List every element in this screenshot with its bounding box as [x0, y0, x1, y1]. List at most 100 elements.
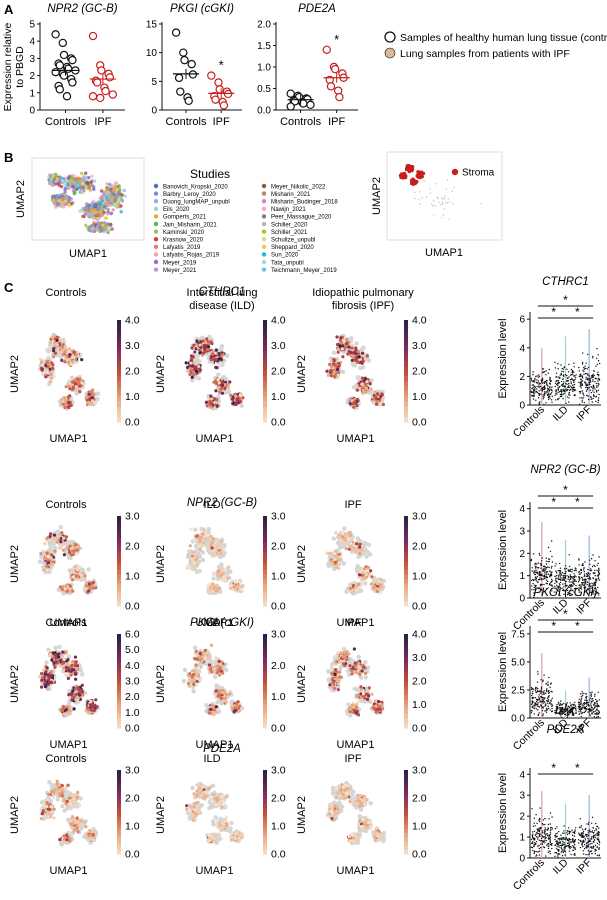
umap-expr-cell	[333, 549, 337, 553]
study-swatch	[261, 221, 267, 227]
umap-expr-cell	[221, 543, 225, 548]
data-point	[187, 59, 196, 69]
umap-expr-cell	[333, 560, 338, 564]
colorbar-segment	[117, 345, 121, 352]
umap-expr-cell	[60, 531, 64, 535]
colorbar-tick-label: 1.0	[412, 391, 427, 403]
background-cell	[432, 205, 434, 207]
studies-title: Studies	[190, 167, 230, 181]
umap-expr-cell	[40, 685, 44, 689]
umap-cell	[63, 190, 67, 194]
colorbar-segment	[263, 386, 267, 392]
study-label: Nawijn_2021	[271, 207, 306, 213]
umap-expr-cell	[336, 347, 340, 351]
umap-expr-cell	[194, 365, 198, 369]
umap-expr-cell	[217, 385, 221, 389]
umap-expr-cell	[52, 355, 56, 359]
umap-expr-cell	[47, 364, 51, 368]
colorbar-segment	[404, 330, 408, 336]
umap-expr-cell	[58, 343, 62, 347]
umap-cell	[74, 177, 78, 182]
umap-expr-cell	[329, 551, 333, 556]
colorbar-tick-label: 0.0	[271, 601, 286, 613]
colorbar-tick-label: 3.0	[412, 511, 427, 523]
umap-expr-cell	[198, 369, 202, 373]
study-label: Gomperts_2021	[163, 215, 207, 221]
umap-cell	[99, 211, 103, 215]
umap-expr-cell	[192, 556, 196, 560]
umap-expr-cell	[88, 397, 92, 401]
colorbar-segment	[263, 592, 267, 598]
study-swatch	[261, 267, 267, 272]
umap-expr-cell	[335, 358, 339, 362]
umap-cell	[90, 174, 94, 179]
legend-a: Samples of healthy human lung tissue (co…	[384, 31, 607, 60]
umap-bg-cell	[219, 562, 224, 567]
y-axis-label-line1: Expression relative	[2, 22, 14, 111]
umap-expr-cell	[55, 338, 59, 342]
colorbar-segment	[117, 520, 121, 526]
umap-expr-cell	[87, 392, 91, 396]
umap-expr-cell	[62, 553, 66, 557]
colorbar-segment	[117, 592, 121, 598]
umap-expr-cell	[214, 348, 218, 352]
umap-expr-cell	[220, 573, 224, 577]
background-cell	[441, 201, 444, 204]
data-point	[322, 45, 331, 55]
umap-expr-cell	[70, 589, 75, 593]
umap-expr-cell	[340, 344, 345, 348]
background-cell	[441, 203, 444, 205]
umap-expr-cell	[72, 350, 76, 354]
colorbar-segment	[263, 552, 267, 557]
study-swatch	[261, 259, 267, 265]
colorbar-segment	[263, 529, 267, 535]
umap-expr-cell	[90, 399, 95, 403]
umap-expr-cell	[80, 358, 84, 362]
umap-y-label: UMAP2	[9, 355, 21, 393]
umap-cell	[82, 175, 86, 179]
umap-expr-cell	[332, 358, 336, 362]
colorbar-segment	[404, 525, 408, 530]
umap-bg-cell	[351, 362, 356, 368]
umap-cell	[54, 173, 58, 177]
umap-expr-cell	[191, 552, 195, 556]
umap-expr-cell	[63, 406, 67, 410]
umap-expr-cell	[78, 377, 82, 381]
data-point	[306, 100, 315, 110]
umap-expr-cell	[207, 341, 211, 345]
stroma-cell	[410, 181, 415, 185]
umap-expr-cell	[334, 565, 338, 570]
umap-cell	[56, 203, 60, 207]
umap-cell	[95, 212, 99, 216]
background-cell	[443, 195, 446, 197]
umap-expr-cell	[209, 534, 213, 538]
umap-expr-cell	[214, 544, 218, 549]
umap-expr-cell	[48, 367, 52, 371]
umap-expr-cell	[53, 549, 57, 553]
umap-expr-cell	[365, 573, 369, 577]
umap-cell	[120, 193, 124, 197]
background-cell	[444, 197, 446, 200]
colorbar-segment	[404, 371, 408, 377]
background-cell	[436, 196, 439, 198]
colorbar-segment	[404, 570, 408, 575]
umap-bg-cell	[200, 557, 206, 563]
colorbar-segment	[263, 371, 267, 377]
umap-expr-cell	[204, 531, 208, 535]
umap-cell	[92, 221, 96, 225]
umap-cell	[65, 197, 70, 201]
umap-bg-cell	[187, 549, 192, 554]
umap-expr-cell	[74, 552, 79, 556]
umap-bg-cell	[225, 353, 230, 358]
colorbar-tick-label: 2.0	[271, 366, 286, 378]
umap-expr-cell	[332, 370, 336, 374]
umap-bg-cell	[48, 544, 54, 550]
colorbar-tick-label: 4.0	[271, 315, 286, 327]
umap-expr-cell	[325, 551, 329, 555]
colorbar-segment	[404, 565, 408, 571]
colorbar-segment	[263, 597, 267, 602]
colorbar-segment	[404, 574, 408, 580]
background-cell	[448, 201, 451, 203]
